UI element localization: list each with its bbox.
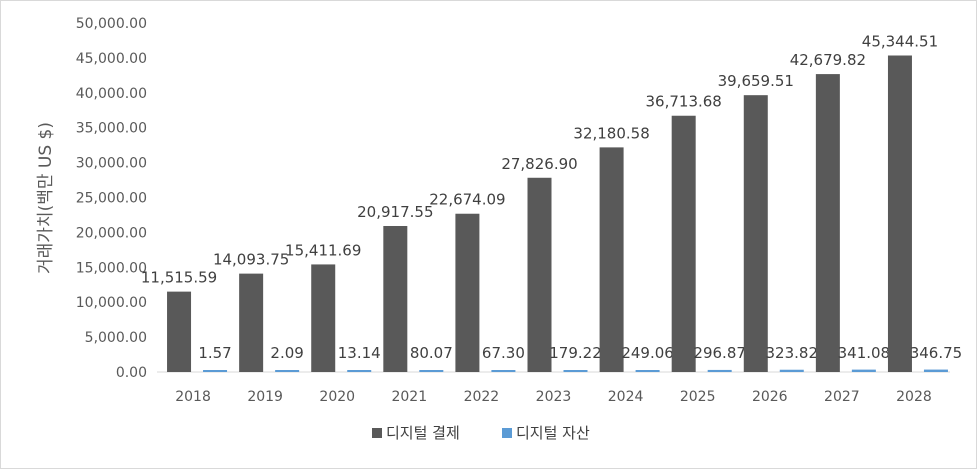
legend-label-digital-asset: 디지털 자산 bbox=[516, 424, 590, 442]
data-label-digital-payment: 42,679.82 bbox=[790, 51, 866, 69]
legend-swatch-digital-payment bbox=[372, 428, 382, 438]
legend-label-digital-payment: 디지털 결제 bbox=[386, 424, 460, 442]
data-label-digital-asset: 80.07 bbox=[410, 344, 453, 362]
x-tick-label: 2019 bbox=[247, 389, 283, 405]
data-label-digital-payment: 27,826.90 bbox=[501, 155, 577, 173]
data-label-digital-asset: 1.57 bbox=[198, 344, 231, 362]
bar-digital-payment bbox=[239, 273, 264, 372]
bar-digital-payment bbox=[671, 115, 696, 372]
data-label-digital-payment: 15,411.69 bbox=[285, 241, 361, 259]
data-label-digital-asset: 2.09 bbox=[270, 344, 303, 362]
y-tick-label: 45,000.00 bbox=[76, 51, 147, 67]
data-label-digital-payment: 36,713.68 bbox=[646, 93, 722, 111]
x-tick-label: 2020 bbox=[319, 389, 355, 405]
x-tick-label: 2028 bbox=[896, 389, 932, 405]
data-label-digital-payment: 39,659.51 bbox=[718, 72, 794, 90]
y-axis-label: 거래가치(백만 US $) bbox=[36, 122, 56, 274]
data-label-digital-asset: 13.14 bbox=[338, 344, 381, 362]
bar-digital-asset bbox=[491, 370, 516, 372]
bar-digital-payment bbox=[167, 291, 192, 372]
bar-digital-payment bbox=[455, 213, 480, 372]
bar-digital-payment bbox=[599, 147, 624, 372]
bar-digital-payment bbox=[311, 264, 336, 372]
x-tick-label: 2018 bbox=[175, 389, 211, 405]
x-tick-label: 2027 bbox=[824, 389, 860, 405]
bar-digital-asset bbox=[275, 370, 300, 372]
y-tick-label: 50,000.00 bbox=[76, 16, 147, 32]
x-tick-label: 2025 bbox=[680, 389, 716, 405]
bar-digital-asset bbox=[347, 370, 372, 372]
data-label-digital-payment: 22,674.09 bbox=[429, 191, 505, 209]
data-label-digital-payment: 11,515.59 bbox=[141, 269, 217, 287]
y-tick-label: 0.00 bbox=[116, 365, 147, 381]
data-label-digital-payment: 14,093.75 bbox=[213, 251, 289, 269]
y-tick-label: 5,000.00 bbox=[85, 330, 147, 346]
data-label-digital-asset: 179.22 bbox=[549, 344, 602, 362]
data-label-digital-payment: 20,917.55 bbox=[357, 203, 433, 221]
bar-digital-asset bbox=[923, 369, 948, 372]
data-label-digital-asset: 341.08 bbox=[838, 344, 891, 362]
bar-digital-payment bbox=[527, 177, 552, 372]
y-tick-label: 20,000.00 bbox=[76, 225, 147, 241]
bar-digital-payment bbox=[383, 225, 408, 372]
data-label-digital-asset: 346.75 bbox=[910, 344, 963, 362]
y-tick-label: 25,000.00 bbox=[76, 191, 147, 207]
x-tick-label: 2021 bbox=[391, 389, 427, 405]
legend-swatch-digital-asset bbox=[502, 428, 512, 438]
bar-digital-asset bbox=[203, 370, 228, 372]
data-label-digital-asset: 323.82 bbox=[766, 344, 819, 362]
data-label-digital-asset: 249.06 bbox=[621, 344, 674, 362]
x-tick-label: 2024 bbox=[608, 389, 644, 405]
bar-digital-asset bbox=[779, 369, 804, 372]
bar-digital-asset bbox=[419, 370, 444, 372]
x-tick-label: 2022 bbox=[464, 389, 500, 405]
bar-digital-payment bbox=[815, 74, 840, 373]
data-label-digital-payment: 45,344.51 bbox=[862, 32, 938, 50]
y-tick-label: 10,000.00 bbox=[76, 295, 147, 311]
y-tick-label: 15,000.00 bbox=[76, 260, 147, 276]
bar-digital-asset bbox=[707, 369, 732, 372]
y-tick-label: 35,000.00 bbox=[76, 121, 147, 137]
data-label-digital-asset: 67.30 bbox=[482, 344, 525, 362]
bar-digital-asset bbox=[563, 370, 588, 372]
data-label-digital-asset: 296.87 bbox=[693, 344, 746, 362]
bar-digital-payment bbox=[887, 55, 912, 372]
bar-digital-payment bbox=[743, 95, 768, 372]
y-tick-label: 40,000.00 bbox=[76, 86, 147, 102]
y-tick-label: 30,000.00 bbox=[76, 156, 147, 172]
bar-digital-asset bbox=[635, 370, 660, 372]
bar-digital-asset bbox=[851, 369, 876, 372]
x-tick-label: 2023 bbox=[536, 389, 572, 405]
x-tick-label: 2026 bbox=[752, 389, 788, 405]
data-label-digital-payment: 32,180.58 bbox=[573, 124, 649, 142]
